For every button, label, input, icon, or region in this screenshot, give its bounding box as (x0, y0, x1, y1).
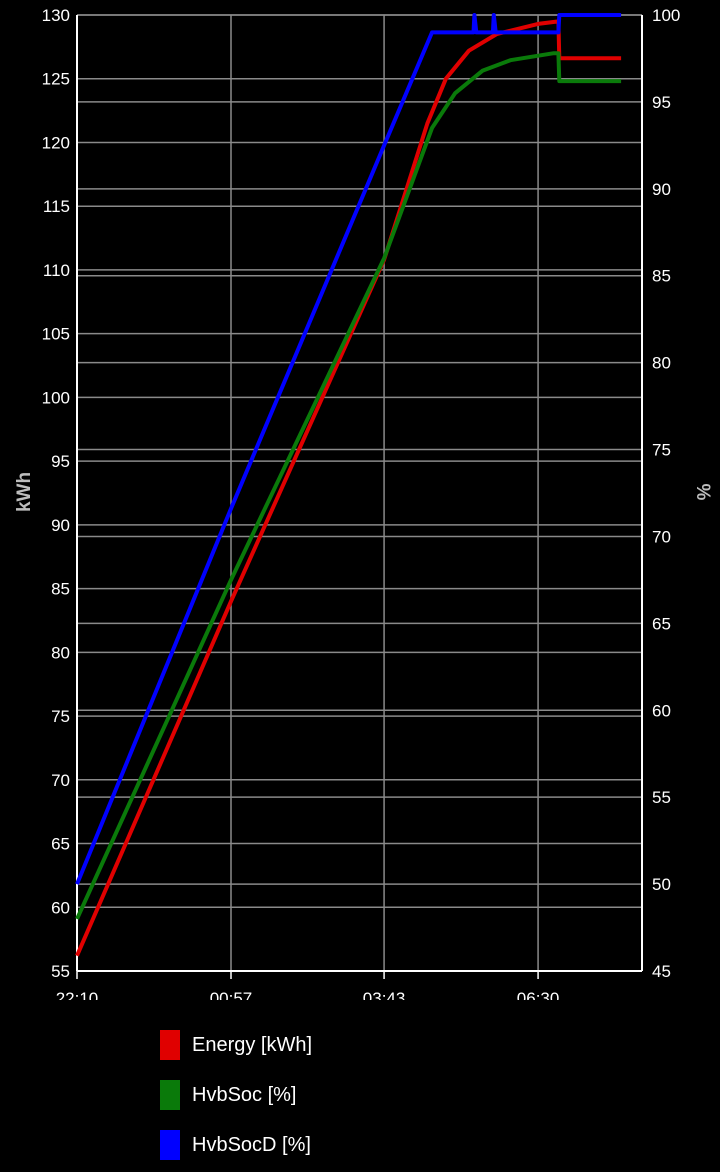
axes (76, 15, 643, 972)
right-tick-label: 70 (652, 527, 671, 546)
series-line-2 (75, 13, 622, 885)
left-tick-label: 95 (51, 452, 70, 471)
grid-right (77, 14, 642, 972)
x-tick-label: 00:57 (210, 989, 253, 1000)
legend-swatch (160, 1030, 180, 1060)
right-tick-label: 100 (652, 6, 680, 25)
series-line-1 (75, 51, 622, 920)
legend-label: HvbSocD [%] (192, 1133, 311, 1156)
left-tick-label: 90 (51, 516, 70, 535)
right-tick-label: 60 (652, 701, 671, 720)
legend-swatch (160, 1080, 180, 1110)
left-tick-label: 125 (42, 70, 70, 89)
x-tick-label: 22:10 (56, 989, 99, 1000)
left-axis-title: kWh (14, 472, 35, 512)
legend-swatch (160, 1130, 180, 1160)
x-tick-label: 03:43 (363, 989, 406, 1000)
left-tick-label: 130 (42, 6, 70, 25)
legend-label: HvbSoc [%] (192, 1083, 297, 1106)
right-tick-label: 55 (652, 788, 671, 807)
right-tick-label: 95 (652, 93, 671, 112)
right-tick-label: 85 (652, 267, 671, 286)
left-tick-label: 55 (51, 962, 70, 981)
left-tick-label: 115 (43, 197, 70, 216)
left-axis-tick-labels: 55 60 65 70 75 80 85 90 95 100 105 110 115 120 125 130 (42, 6, 70, 981)
legend: Energy [kWh] HvbSoc [%] HvbSocD [%] (160, 1020, 560, 1170)
left-tick-label: 110 (43, 261, 70, 280)
legend-item: HvbSocD [%] (160, 1120, 560, 1170)
left-tick-label: 75 (51, 707, 70, 726)
left-tick-label: 70 (51, 771, 70, 790)
right-tick-label: 90 (652, 180, 671, 199)
left-tick-label: 65 (51, 835, 70, 854)
left-tick-label: 80 (51, 643, 70, 662)
legend-label: Energy [kWh] (192, 1033, 313, 1056)
right-tick-label: 50 (652, 875, 671, 894)
right-tick-label: 45 (652, 962, 671, 981)
left-tick-label: 60 (51, 898, 70, 917)
right-tick-label: 75 (652, 441, 671, 460)
grid-left (77, 14, 642, 972)
left-tick-label: 120 (42, 133, 70, 152)
x-tick-label: 06:30 (517, 989, 560, 1000)
left-tick-label: 100 (42, 388, 70, 407)
series-layer (75, 13, 622, 957)
left-tick-label: 85 (51, 580, 70, 599)
series-line-0 (75, 19, 622, 957)
x-axis-tick-labels: 22:10 00:57 03:43 06:30 (56, 989, 560, 1000)
right-axis-tick-labels: 45 50 55 60 65 70 75 80 85 90 95 100 (652, 6, 680, 981)
line-chart: 556065707580859095100105110115120125130 … (14, 6, 713, 1000)
right-tick-label: 65 (652, 614, 671, 633)
legend-item: Energy [kWh] (160, 1020, 560, 1070)
grid-x (76, 15, 539, 979)
right-axis-title: % (692, 484, 713, 501)
left-tick-label: 105 (42, 325, 70, 344)
right-tick-label: 80 (652, 354, 671, 373)
legend-item: HvbSoc [%] (160, 1070, 560, 1120)
